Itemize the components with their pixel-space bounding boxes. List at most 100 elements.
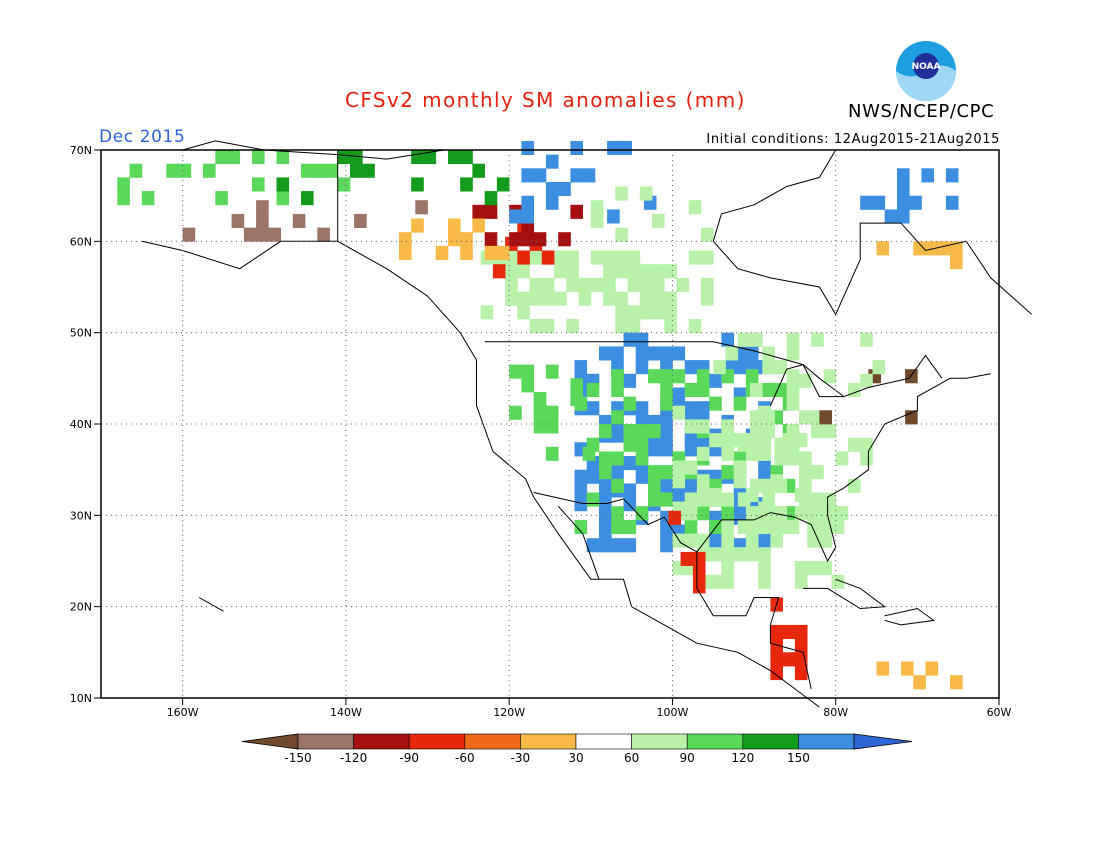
anomaly-cell	[586, 492, 600, 507]
colorbar-swatch	[798, 733, 855, 750]
anomaly-cell	[509, 232, 522, 247]
anomaly-cell	[737, 492, 751, 507]
anomaly-cell	[554, 250, 567, 265]
anomaly-cell	[648, 465, 661, 480]
anomaly-cell	[860, 373, 873, 388]
anomaly-cell	[521, 378, 534, 393]
anomaly-cell	[570, 140, 583, 155]
anomaly-cell	[472, 218, 485, 233]
anomaly-cell	[268, 227, 281, 242]
anomaly-cell	[578, 277, 592, 292]
anomaly-cell	[660, 414, 673, 429]
anomaly-cell	[599, 424, 612, 439]
anomaly-cell	[672, 369, 686, 384]
anomaly-cell	[750, 519, 763, 534]
anomaly-cell	[460, 150, 473, 165]
anomaly-cell	[831, 506, 845, 521]
anomaly-cell	[460, 232, 473, 247]
anomaly-cell	[872, 360, 886, 375]
anomaly-cell	[574, 360, 588, 375]
anomaly-cell	[786, 332, 800, 347]
anomaly-cell	[545, 182, 559, 197]
anomaly-cell	[713, 360, 726, 375]
anomaly-cell	[925, 241, 939, 256]
anomaly-cell	[635, 424, 649, 439]
anomaly-cell	[774, 451, 788, 466]
anomaly-cell	[599, 510, 612, 525]
anomaly-cell	[203, 163, 216, 178]
anomaly-cell	[627, 319, 641, 334]
anomaly-cell	[676, 277, 690, 292]
anomaly-cell	[509, 209, 522, 224]
initial-conditions: Initial conditions: 12Aug2015-21Aug2015	[706, 132, 1000, 147]
anomaly-cell	[590, 200, 604, 215]
anomaly-cell	[782, 652, 796, 667]
coastline	[884, 607, 935, 626]
anomaly-cell	[721, 574, 734, 589]
anomaly-cell	[774, 360, 788, 375]
anomaly-cell	[696, 382, 710, 397]
anomaly-cell	[545, 405, 559, 420]
anomaly-cell	[541, 319, 555, 334]
anomaly-cell	[448, 150, 461, 165]
anomaly-cell	[615, 291, 628, 306]
anomaly-cell	[660, 369, 673, 384]
anomaly-cell	[615, 186, 628, 201]
anomaly-cell	[448, 218, 461, 233]
anomaly-cell	[301, 191, 314, 206]
anomaly-cell	[517, 305, 530, 320]
anomaly-cell	[599, 524, 612, 539]
anomaly-cell	[611, 451, 624, 466]
coastline	[198, 597, 224, 612]
colorbar-swatch	[686, 733, 744, 750]
anomaly-cell	[484, 204, 498, 219]
anomaly-cell	[623, 519, 637, 534]
anomaly-cell	[276, 177, 290, 192]
anomaly-cell	[807, 519, 820, 534]
anomaly-cell	[709, 547, 722, 562]
anomaly-cell	[558, 232, 571, 247]
anomaly-cell	[701, 291, 714, 306]
anomaly-cell	[745, 533, 759, 548]
anomaly-cell	[733, 474, 747, 489]
anomaly-cell	[660, 396, 673, 411]
anomaly-cell	[227, 150, 241, 165]
anomaly-cell	[350, 150, 363, 165]
anomaly-cell	[819, 561, 832, 576]
anomaly-cell	[811, 465, 824, 480]
anomaly-cell	[590, 213, 604, 228]
anomaly-cell	[762, 492, 775, 507]
anomaly-cell	[611, 346, 624, 361]
anomaly-cell	[415, 200, 428, 215]
anomaly-cell	[529, 277, 543, 292]
anomaly-cell	[603, 291, 616, 306]
anomaly-cell	[664, 319, 677, 334]
anomaly-cell	[615, 305, 628, 320]
anomaly-cell	[623, 396, 637, 411]
anomaly-cell	[762, 360, 775, 375]
anomaly-cell	[913, 241, 926, 256]
anomaly-cell	[533, 419, 547, 434]
anomaly-cell	[750, 424, 763, 439]
anomaly-cell	[721, 492, 734, 507]
colorbar-arrow-high	[853, 733, 913, 750]
colorbar-swatch	[742, 733, 799, 750]
anomaly-cell	[627, 305, 641, 320]
anomaly-cell	[876, 241, 890, 256]
anomaly-cell	[794, 638, 808, 653]
anomaly-cell	[664, 305, 677, 320]
anomaly-cell	[276, 150, 290, 165]
anomaly-cell	[688, 200, 702, 215]
anomaly-cell	[117, 177, 130, 192]
anomaly-cell	[770, 624, 783, 639]
anomaly-cell	[582, 446, 596, 461]
anomaly-cell	[611, 538, 624, 553]
anomaly-cell	[652, 213, 665, 228]
anomaly-cell	[684, 401, 698, 416]
colorbar-swatch	[520, 733, 577, 750]
colorbar: -150 -120 -90 -60 -30 30 60 90 120 150	[241, 733, 913, 765]
anomaly-cell	[541, 291, 555, 306]
anomaly-cell	[774, 437, 788, 452]
anomaly-cell	[362, 163, 375, 178]
